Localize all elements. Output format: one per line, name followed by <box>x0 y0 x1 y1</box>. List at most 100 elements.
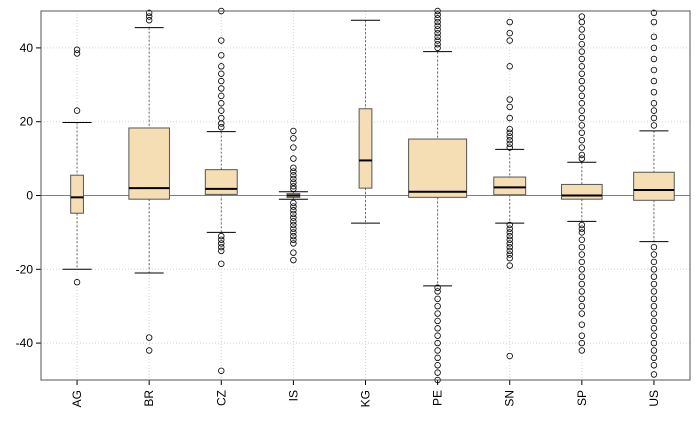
outlier-point <box>506 140 513 148</box>
x-tick-label: AG <box>70 390 84 407</box>
outlier-point <box>290 164 297 172</box>
outlier-point <box>145 347 153 354</box>
y-tick-label: 20 <box>20 115 34 129</box>
outlier-point <box>650 122 658 129</box>
outlier-point <box>434 22 441 29</box>
outlier-point <box>434 332 441 339</box>
outlier-point <box>650 354 658 362</box>
outlier-point <box>218 240 225 247</box>
box-group-cz <box>204 7 238 374</box>
outlier-point <box>290 210 297 218</box>
outlier-point <box>290 135 297 142</box>
outlier-point <box>290 256 297 264</box>
outlier-point <box>145 334 153 341</box>
outlier-point <box>434 41 441 48</box>
outlier-point <box>578 70 586 77</box>
outlier-point <box>218 260 225 267</box>
x-tick-label: CZ <box>214 390 228 406</box>
y-tick-label: -20 <box>16 262 34 276</box>
outlier-point <box>506 125 513 133</box>
outlier-point <box>290 218 297 225</box>
outlier-point <box>650 362 658 369</box>
outlier-point <box>218 367 225 374</box>
outlier-point <box>650 66 658 74</box>
outlier-point <box>578 288 586 295</box>
outlier-point <box>578 114 586 122</box>
outlier-point <box>506 251 513 258</box>
outlier-point <box>578 129 586 136</box>
x-tick-label: PE <box>431 390 445 406</box>
outlier-point <box>650 280 658 288</box>
outlier-point <box>650 243 658 251</box>
outlier-point <box>434 354 441 362</box>
outlier-point <box>578 225 586 232</box>
outlier-point <box>506 262 513 269</box>
outlier-point <box>218 243 225 251</box>
outlier-point <box>578 339 586 347</box>
x-tick-label: BR <box>142 390 156 407</box>
outlier-point <box>578 26 586 33</box>
outlier-point <box>218 120 225 127</box>
outlier-point <box>434 18 441 26</box>
outlier-point <box>218 77 225 85</box>
outlier-point <box>506 243 513 251</box>
outlier-point <box>578 85 586 92</box>
outlier-point <box>506 229 513 236</box>
outlier-point <box>506 103 513 111</box>
box-group-kg <box>351 19 380 224</box>
outlier-point <box>506 232 513 240</box>
outlier-point <box>578 33 586 41</box>
outlier-point <box>290 214 297 221</box>
outlier-point <box>578 41 586 48</box>
outlier-point <box>506 18 513 26</box>
outlier-point <box>506 352 513 360</box>
outlier-point <box>434 44 441 52</box>
outlier-point <box>290 172 297 179</box>
outlier-point <box>218 63 225 70</box>
outlier-point <box>290 225 297 232</box>
outlier-point <box>650 371 658 378</box>
outlier-point <box>578 155 586 162</box>
outlier-point <box>73 107 81 114</box>
outlier-point <box>434 11 441 18</box>
outlier-point <box>290 183 297 190</box>
outlier-point <box>434 339 441 347</box>
outlier-point <box>290 179 297 186</box>
outlier-point <box>506 37 513 44</box>
outlier-point <box>434 325 441 332</box>
box-group-ag <box>62 46 92 286</box>
outlier-point <box>434 33 441 41</box>
outlier-point <box>434 26 441 33</box>
outlier-point <box>578 280 586 288</box>
outlier-point <box>506 96 513 103</box>
box-iqr <box>561 183 603 200</box>
outlier-point <box>650 44 658 52</box>
outlier-point <box>290 168 297 175</box>
outlier-point <box>578 136 586 144</box>
outlier-point <box>506 136 513 144</box>
outlier-point <box>506 221 513 229</box>
outlier-point <box>290 127 297 135</box>
outlier-point <box>650 9 658 17</box>
outlier-point <box>290 207 297 214</box>
y-tick-label: 40 <box>20 41 34 55</box>
box-iqr <box>493 176 527 196</box>
outlier-point <box>218 37 225 44</box>
outlier-point <box>506 236 513 243</box>
outlier-point <box>578 100 586 107</box>
outlier-point <box>578 273 586 280</box>
outlier-point <box>578 266 586 273</box>
y-axis: -40 -20 0 20 40 <box>16 41 41 350</box>
outlier-point <box>650 107 658 114</box>
outlier-point <box>434 288 441 295</box>
outlier-point <box>218 52 225 59</box>
outlier-point <box>218 124 225 131</box>
y-tick-label: -40 <box>16 336 34 350</box>
outlier-point <box>578 107 586 114</box>
x-tick-label: IS <box>286 390 300 401</box>
outlier-point <box>290 240 297 247</box>
outlier-point <box>290 236 297 243</box>
outlier-point <box>650 251 658 258</box>
outlier-point <box>578 303 586 310</box>
outlier-point <box>506 133 513 140</box>
